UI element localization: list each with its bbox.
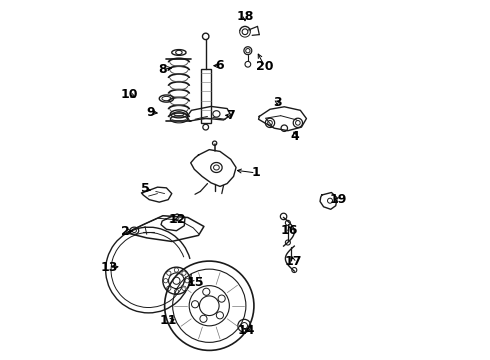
Text: 10: 10	[120, 88, 138, 101]
Text: 2: 2	[121, 225, 130, 238]
Text: 15: 15	[186, 276, 204, 289]
Text: 6: 6	[216, 59, 224, 72]
Text: 1: 1	[251, 166, 260, 179]
Text: 20: 20	[256, 60, 273, 73]
Text: 4: 4	[291, 130, 299, 143]
Text: 3: 3	[273, 96, 281, 109]
Text: 7: 7	[226, 109, 235, 122]
Text: 5: 5	[141, 183, 149, 195]
Text: 12: 12	[169, 213, 186, 226]
Text: 18: 18	[236, 10, 254, 23]
Text: 13: 13	[100, 261, 118, 274]
Text: 8: 8	[159, 63, 167, 76]
Text: 11: 11	[159, 314, 177, 327]
Text: 14: 14	[238, 324, 256, 337]
Text: 9: 9	[146, 105, 155, 119]
Text: 17: 17	[285, 255, 302, 268]
Text: 16: 16	[281, 224, 298, 237]
Text: 19: 19	[329, 193, 346, 206]
